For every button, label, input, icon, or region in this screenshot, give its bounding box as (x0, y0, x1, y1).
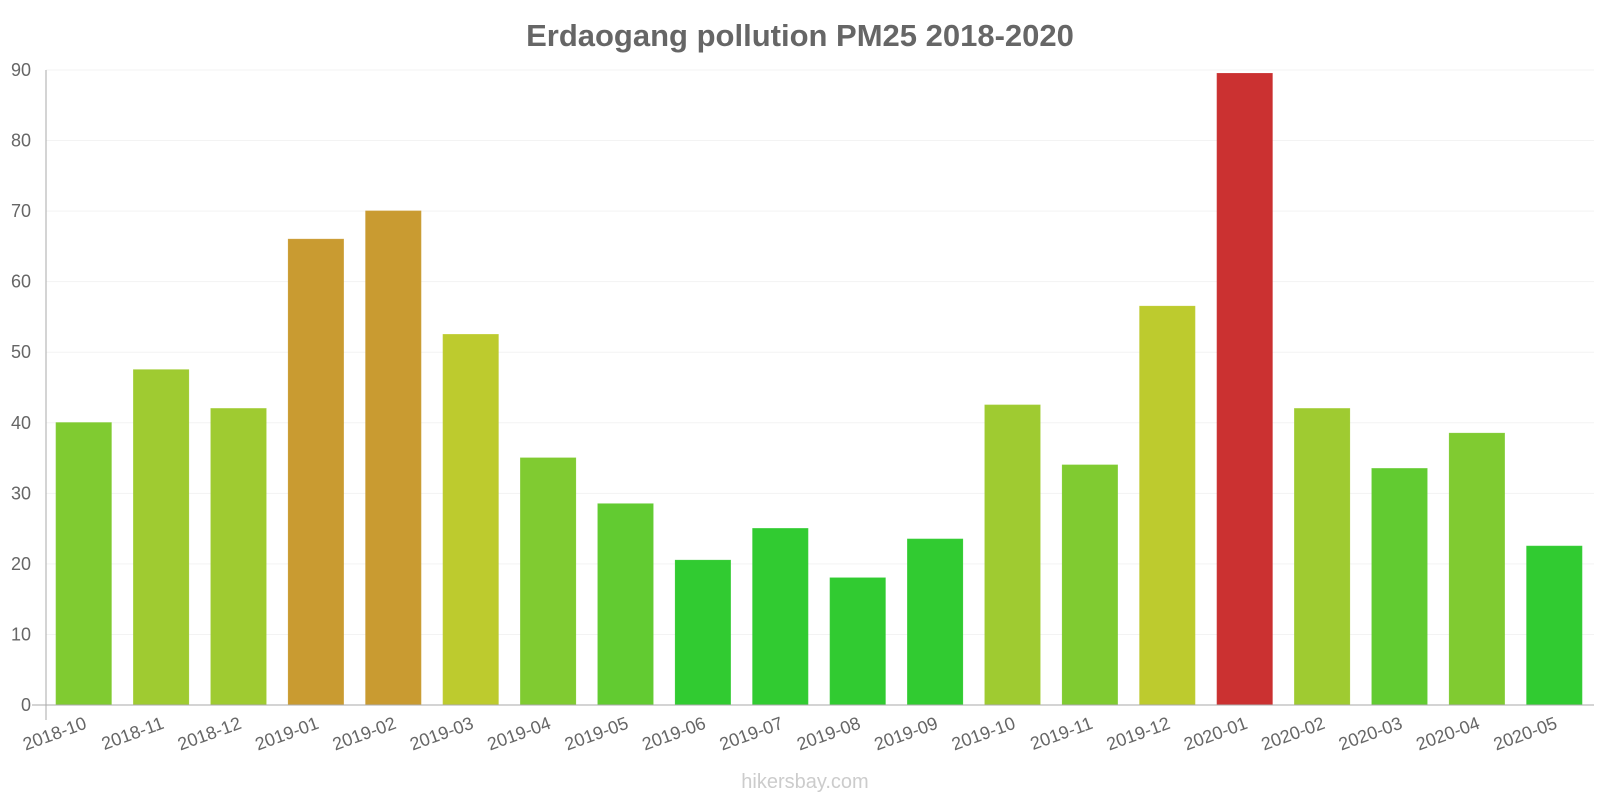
y-tick-label: 30 (11, 483, 31, 503)
x-tick-label: 2019-11 (1028, 713, 1096, 754)
bar-2020-03 (1371, 468, 1428, 706)
bar-2019-04 (520, 457, 577, 706)
bar-2019-02 (365, 210, 422, 706)
bar-2019-11 (1061, 464, 1118, 706)
bar-2019-09 (907, 538, 964, 706)
x-tick-label: 2020-04 (1413, 713, 1482, 754)
y-tick-label: 80 (11, 131, 31, 151)
y-tick-label: 10 (11, 624, 31, 644)
x-tick-label: 2019-08 (794, 713, 863, 754)
chart-title: Erdaogang pollution PM25 2018-2020 (526, 18, 1074, 53)
bar-2019-05 (597, 503, 654, 706)
axes (32, 70, 1594, 720)
x-tick-label: 2020-01 (1181, 713, 1250, 754)
bar-2020-04 (1448, 432, 1505, 706)
bar-2018-10 (55, 422, 112, 706)
bar-2019-12 (1139, 305, 1196, 706)
x-tick-label: 2019-12 (1104, 713, 1173, 754)
x-tick-label: 2019-04 (485, 713, 554, 754)
y-tick-label: 60 (11, 272, 31, 292)
y-tick-label: 20 (11, 554, 31, 574)
x-tick-label: 2018-11 (99, 713, 167, 754)
x-tick-label: 2019-03 (407, 713, 476, 754)
bar-2019-08 (829, 577, 886, 706)
x-tick-label: 2019-10 (949, 713, 1018, 754)
watermark-text: hikersbay.com (741, 771, 868, 793)
bar-2019-03 (442, 334, 499, 706)
bar-2020-05 (1526, 545, 1583, 706)
y-tick-label: 90 (11, 60, 31, 80)
x-tick-label: 2020-03 (1336, 713, 1405, 754)
x-axis-ticks: 2018-10 2018-11 2018-12 2019-01 2019-02 2019-… (20, 713, 1560, 754)
bar-2020-02 (1294, 408, 1351, 706)
bar-2019-01 (287, 238, 344, 706)
y-tick-label: 50 (11, 342, 31, 362)
y-tick-label: 0 (21, 695, 31, 715)
grid-lines (46, 69, 1594, 635)
x-tick-label: 2019-05 (562, 713, 631, 754)
bars (55, 73, 1583, 706)
y-tick-label: 40 (11, 413, 31, 433)
x-tick-label: 2020-05 (1491, 713, 1560, 754)
bar-2019-10 (984, 404, 1041, 706)
x-tick-label: 2018-12 (175, 713, 244, 754)
x-tick-label: 2018-10 (20, 713, 89, 754)
x-tick-label: 2019-01 (252, 713, 321, 754)
bar-2019-06 (674, 559, 731, 706)
bar-2018-12 (210, 408, 267, 706)
bar-2018-11 (133, 369, 190, 706)
x-tick-label: 2019-02 (330, 713, 399, 754)
y-axis-ticks: 0 10 20 30 40 50 60 70 80 90 (11, 60, 31, 715)
bar-2019-07 (752, 528, 809, 706)
x-tick-label: 2019-06 (639, 713, 708, 754)
bar-2020-01 (1216, 73, 1273, 706)
y-tick-label: 70 (11, 201, 31, 221)
x-tick-label: 2019-07 (717, 713, 786, 754)
x-tick-label: 2020-02 (1259, 713, 1328, 754)
x-tick-label: 2019-09 (872, 713, 941, 754)
